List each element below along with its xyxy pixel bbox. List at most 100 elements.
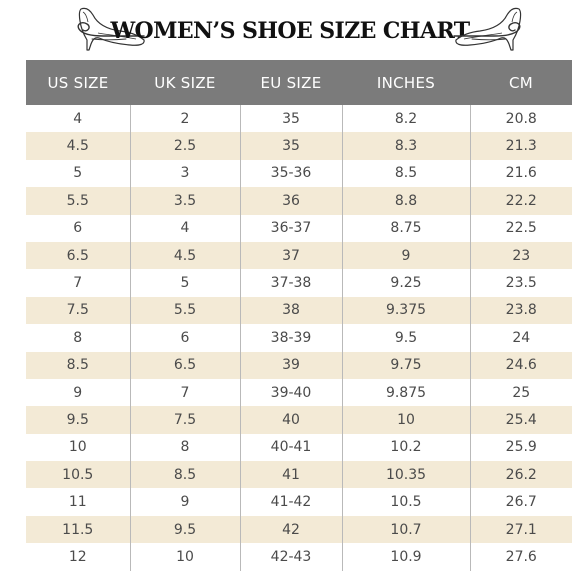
cell-us-size: 11.5: [26, 515, 130, 544]
column-header-inches: INCHES: [342, 60, 470, 105]
table-row: 9 7 39-40 9.875 25: [26, 378, 572, 407]
cell-uk-size: 7.5: [129, 406, 240, 434]
table-row: 5.5 3.5 36 8.8 22.2: [26, 187, 572, 215]
chart-header: WOMEN’S SHOE SIZE CHART: [0, 0, 580, 58]
cell-us-size: 5: [26, 159, 130, 188]
table-row: 9.5 7.5 40 10 25.4: [26, 406, 572, 434]
table-header-row: US SIZE UK SIZE EU SIZE INCHES CM: [26, 60, 572, 105]
cell-cm: 22.2: [469, 187, 572, 215]
cell-uk-size: 8.5: [129, 461, 240, 489]
cell-uk-size: 2.5: [129, 132, 240, 160]
cell-inches: 9: [341, 241, 470, 270]
cell-inches: 8.3: [341, 132, 470, 160]
cell-us-size: 9: [26, 378, 130, 407]
cell-us-size: 10.5: [26, 461, 130, 489]
cell-uk-size: 3: [129, 159, 240, 188]
cell-uk-size: 9: [129, 488, 240, 516]
cell-uk-size: 6.5: [129, 351, 240, 379]
cell-inches: 9.875: [341, 378, 470, 407]
cell-inches: 10.35: [341, 461, 470, 489]
cell-us-size: 6.5: [26, 241, 130, 270]
cell-cm: 23.8: [469, 296, 572, 325]
cell-eu-size: 38-39: [239, 324, 342, 352]
cell-inches: 8.75: [341, 214, 470, 242]
cell-uk-size: 7: [129, 378, 240, 407]
cell-eu-size: 35-36: [239, 159, 342, 188]
cell-eu-size: 39: [239, 351, 342, 379]
table-row: 4.5 2.5 35 8.3 21.3: [26, 132, 572, 160]
cell-us-size: 10: [26, 433, 130, 462]
cell-cm: 21.3: [469, 132, 572, 160]
table-row: 11.5 9.5 42 10.7 27.1: [26, 515, 572, 544]
chart-title: WOMEN’S SHOE SIZE CHART: [110, 18, 470, 44]
cell-eu-size: 35: [239, 105, 342, 133]
cell-cm: 26.2: [469, 461, 572, 489]
table-row: 12 10 42-43 10.9 27.6: [26, 543, 572, 571]
shoe-size-table: US SIZE UK SIZE EU SIZE INCHES CM 4 2 35 8.…: [26, 60, 572, 571]
cell-us-size: 8: [26, 324, 130, 352]
cell-us-size: 11: [26, 488, 130, 516]
swirl-ornament-icon: [77, 22, 145, 41]
cell-eu-size: 42-43: [239, 543, 342, 571]
swirl-ornament-icon: [453, 22, 521, 41]
cell-cm: 26.7: [469, 488, 572, 516]
table-row: 11 9 41-42 10.5 26.7: [26, 488, 572, 516]
cell-us-size: 9.5: [26, 406, 130, 434]
cell-uk-size: 8: [129, 433, 240, 462]
table-row: 6 4 36-37 8.75 22.5: [26, 214, 572, 242]
cell-uk-size: 4: [129, 214, 240, 242]
table-row: 4 2 35 8.2 20.8: [26, 105, 572, 133]
cell-cm: 22.5: [469, 214, 572, 242]
table-row: 7 5 37-38 9.25 23.5: [26, 269, 572, 297]
cell-eu-size: 40: [239, 406, 342, 434]
table-row: 6.5 4.5 37 9 23: [26, 241, 572, 270]
cell-us-size: 4.5: [26, 132, 130, 160]
cell-us-size: 7.5: [26, 296, 130, 325]
table-body: 4 2 35 8.2 20.8 4.5 2.5 35 8.3 21.3 5 3 35-36 8.5 21.6…: [26, 105, 572, 571]
table-row: 8.5 6.5 39 9.75 24.6: [26, 351, 572, 379]
cell-eu-size: 42: [239, 515, 342, 544]
cell-uk-size: 2: [129, 105, 240, 133]
table-row: 8 6 38-39 9.5 24: [26, 324, 572, 352]
cell-us-size: 4: [26, 105, 130, 133]
cell-us-size: 7: [26, 269, 130, 297]
cell-cm: 20.8: [469, 105, 572, 133]
cell-eu-size: 41: [239, 461, 342, 489]
column-header-us-size: US SIZE: [26, 60, 130, 105]
cell-cm: 25.4: [469, 406, 572, 434]
cell-inches: 10.9: [341, 543, 470, 571]
cell-uk-size: 3.5: [129, 187, 240, 215]
cell-inches: 9.5: [341, 324, 470, 352]
cell-uk-size: 4.5: [129, 241, 240, 270]
cell-eu-size: 41-42: [239, 488, 342, 516]
table-row: 10.5 8.5 41 10.35 26.2: [26, 461, 572, 489]
cell-uk-size: 5.5: [129, 296, 240, 325]
cell-cm: 25.9: [469, 433, 572, 462]
cell-inches: 8.5: [341, 159, 470, 188]
column-header-uk-size: UK SIZE: [130, 60, 240, 105]
cell-us-size: 5.5: [26, 187, 130, 215]
cell-uk-size: 9.5: [129, 515, 240, 544]
cell-eu-size: 35: [239, 132, 342, 160]
cell-us-size: 8.5: [26, 351, 130, 379]
cell-us-size: 12: [26, 543, 130, 571]
cell-inches: 10: [341, 406, 470, 434]
cell-inches: 9.75: [341, 351, 470, 379]
cell-eu-size: 36-37: [239, 214, 342, 242]
cell-cm: 24.6: [469, 351, 572, 379]
cell-eu-size: 37: [239, 241, 342, 270]
cell-cm: 25: [469, 378, 572, 407]
cell-inches: 9.25: [341, 269, 470, 297]
cell-inches: 8.8: [341, 187, 470, 215]
cell-cm: 24: [469, 324, 572, 352]
cell-inches: 10.7: [341, 515, 470, 544]
cell-eu-size: 36: [239, 187, 342, 215]
cell-cm: 27.6: [469, 543, 572, 571]
cell-uk-size: 5: [129, 269, 240, 297]
cell-inches: 8.2: [341, 105, 470, 133]
cell-us-size: 6: [26, 214, 130, 242]
column-header-eu-size: EU SIZE: [240, 60, 342, 105]
table-row: 7.5 5.5 38 9.375 23.8: [26, 296, 572, 325]
cell-cm: 23.5: [469, 269, 572, 297]
